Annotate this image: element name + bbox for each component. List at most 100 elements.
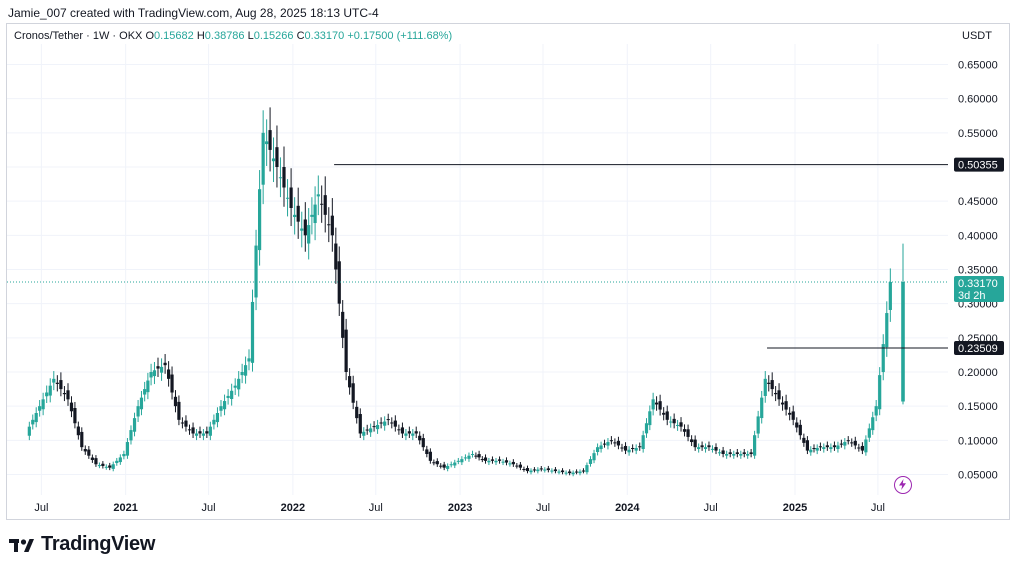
candle-body xyxy=(41,399,45,410)
candle-body xyxy=(45,392,49,397)
candle-body xyxy=(230,390,234,399)
candle-body xyxy=(669,421,673,423)
x-tick-label: 2022 xyxy=(281,502,305,514)
candle-body xyxy=(205,431,209,434)
candle-body xyxy=(453,462,457,466)
candle-body xyxy=(546,468,550,471)
candle-body xyxy=(414,431,418,434)
candle-body xyxy=(442,464,446,468)
change-value: +0.17500 (+111.68%) xyxy=(347,30,453,42)
candle-body xyxy=(303,219,307,236)
candle-body xyxy=(118,457,122,463)
candle-body xyxy=(725,454,729,456)
candle-body xyxy=(641,435,645,450)
candle-body xyxy=(129,430,133,441)
y-tick-label: 0.65000 xyxy=(958,60,998,72)
current-price-tag xyxy=(954,276,1004,303)
candle-body xyxy=(369,428,373,433)
x-tick-label: Jul xyxy=(704,502,718,514)
level-price-label: 0.23509 xyxy=(958,343,998,355)
candle-body xyxy=(682,429,687,432)
close-label: C xyxy=(296,30,305,42)
candle-body xyxy=(201,433,206,436)
candle-body xyxy=(300,228,304,231)
candle-body xyxy=(675,424,680,426)
x-tick-label: 2023 xyxy=(448,502,472,514)
candle-body xyxy=(66,390,70,400)
candle-body xyxy=(240,372,244,376)
candle-body xyxy=(460,459,464,463)
candle-body xyxy=(525,468,530,472)
candle-body xyxy=(362,431,366,436)
candle-body xyxy=(379,422,383,424)
candle-body xyxy=(487,460,491,463)
chart-credit: Jamie_007 created with TradingView.com, … xyxy=(8,6,379,20)
candle-body xyxy=(439,465,443,467)
candle-body xyxy=(662,412,666,415)
candle-body xyxy=(780,402,785,405)
candle-body xyxy=(638,446,642,448)
candle-body xyxy=(860,445,864,451)
candle-body xyxy=(307,225,311,244)
candle-body xyxy=(400,427,405,434)
candle-body xyxy=(679,422,683,427)
x-tick-label: Jul xyxy=(536,502,550,514)
high-value: 0.38786 xyxy=(204,30,245,42)
candle-body xyxy=(167,369,171,379)
candle-body xyxy=(341,311,345,338)
candle-body xyxy=(477,454,481,458)
candle-body xyxy=(504,460,509,463)
lightning-icon[interactable] xyxy=(894,476,912,494)
candle-body xyxy=(250,301,255,363)
candle-body xyxy=(34,413,38,423)
tradingview-logo-icon xyxy=(9,538,34,552)
candle-body xyxy=(812,447,816,449)
candle-body xyxy=(522,468,526,470)
candle-body xyxy=(163,362,167,366)
candle-body xyxy=(184,420,188,427)
currency-unit[interactable]: USDT xyxy=(962,30,992,42)
candle-body xyxy=(247,358,251,362)
candle-body xyxy=(407,431,411,434)
close-value: 0.33170 xyxy=(304,30,345,42)
candle-body xyxy=(386,419,390,421)
candle-body xyxy=(456,460,460,462)
candle-body xyxy=(774,392,778,395)
candle-body xyxy=(170,374,174,393)
candle-body xyxy=(888,282,892,310)
candle-body xyxy=(215,413,220,423)
candle-body xyxy=(404,433,408,436)
candle-body xyxy=(334,243,338,270)
candle-body xyxy=(87,449,91,456)
candle-body xyxy=(721,450,725,454)
candle-body xyxy=(825,445,829,448)
candle-body xyxy=(90,457,94,460)
candle-body xyxy=(208,426,212,436)
candle-body xyxy=(809,449,813,453)
candle-body xyxy=(508,463,512,465)
candle-body xyxy=(327,224,331,226)
x-tick-label: Jul xyxy=(871,502,885,514)
candle-body xyxy=(864,439,868,453)
candle-body xyxy=(159,366,164,373)
candle-body xyxy=(152,370,157,377)
candle-body xyxy=(878,375,882,410)
candle-body xyxy=(483,457,488,461)
candle-body xyxy=(735,452,739,454)
candle-body xyxy=(237,378,241,390)
candle-body xyxy=(497,459,502,461)
candle-body xyxy=(323,195,327,215)
candle-body xyxy=(717,452,722,454)
candle-body xyxy=(693,439,697,448)
candle-body xyxy=(788,412,792,415)
candle-body xyxy=(857,447,861,449)
candle-body xyxy=(620,447,624,449)
candle-body xyxy=(435,461,439,465)
candle-body xyxy=(31,419,35,425)
candle-body xyxy=(784,401,788,410)
candle-body xyxy=(490,459,495,461)
candle-body xyxy=(874,406,878,416)
candle-body xyxy=(278,177,283,179)
candle-body xyxy=(588,459,593,464)
